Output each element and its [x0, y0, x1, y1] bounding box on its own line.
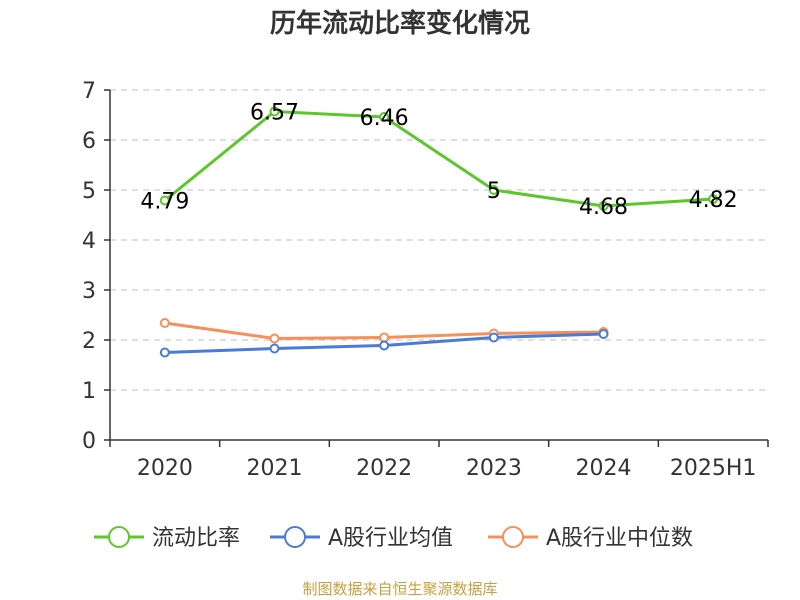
data-point — [488, 332, 499, 343]
data-point — [159, 318, 170, 328]
legend-item[interactable]: A股行业中位数 — [488, 526, 693, 551]
data-labels: 4.79 6.57 6.46 5 4.68 4.82 — [140, 101, 737, 221]
data-point — [159, 195, 170, 206]
series-group — [159, 106, 719, 358]
legend-label: 流动比率 — [152, 526, 240, 551]
grid — [110, 89, 768, 391]
data-label: 4.68 — [579, 195, 628, 220]
y-tick-label: 4 — [82, 229, 96, 254]
data-point — [708, 194, 719, 204]
x-tick-label: 2021 — [247, 456, 303, 481]
data-point — [269, 343, 280, 354]
legend-item[interactable]: A股行业均值 — [270, 526, 453, 551]
legend[interactable]: 流动比率 A股行业均值 A股行业中位数 — [94, 526, 693, 551]
data-label: 4.79 — [140, 190, 189, 215]
legend-marker — [284, 526, 306, 548]
y-tick-label: 6 — [82, 129, 96, 154]
x-tick-label: 2020 — [137, 456, 193, 481]
data-point — [488, 185, 499, 195]
series-line-0 — [163, 110, 714, 208]
chart-title: 历年流动比率变化情况 — [270, 8, 530, 39]
data-point — [598, 201, 609, 211]
y-tick-label: 7 — [82, 79, 96, 104]
data-point — [598, 329, 609, 339]
source-note: 制图数据来自恒生聚源数据库 — [302, 580, 497, 598]
data-point — [379, 112, 390, 122]
data-label: 6.46 — [360, 106, 409, 131]
legend-marker — [502, 526, 524, 548]
axes: 0 1 2 3 4 5 6 7 2020 2021 2022 2023 2024 2025H1 — [82, 79, 769, 481]
y-tick-label: 1 — [82, 379, 96, 404]
data-point — [269, 333, 280, 344]
data-label: 6.57 — [250, 101, 299, 126]
x-tick-label: 2023 — [466, 456, 522, 481]
legend-marker — [108, 526, 130, 548]
y-tick-label: 0 — [82, 429, 96, 454]
data-point — [159, 347, 170, 358]
y-tick-label: 5 — [82, 179, 96, 204]
x-tick-label: 2024 — [576, 456, 632, 481]
legend-label: A股行业均值 — [328, 526, 453, 551]
y-tick-label: 2 — [82, 329, 96, 354]
x-tick-label: 2022 — [356, 456, 412, 481]
data-point — [379, 332, 390, 343]
data-point — [269, 106, 280, 117]
legend-item[interactable]: 流动比率 — [94, 526, 240, 551]
data-label: 4.82 — [689, 188, 738, 213]
data-point — [379, 340, 390, 351]
data-label: 5 — [487, 179, 501, 204]
y-tick-label: 3 — [82, 279, 96, 304]
legend-label: A股行业中位数 — [546, 526, 693, 551]
x-tick-label: 2025H1 — [670, 456, 757, 481]
